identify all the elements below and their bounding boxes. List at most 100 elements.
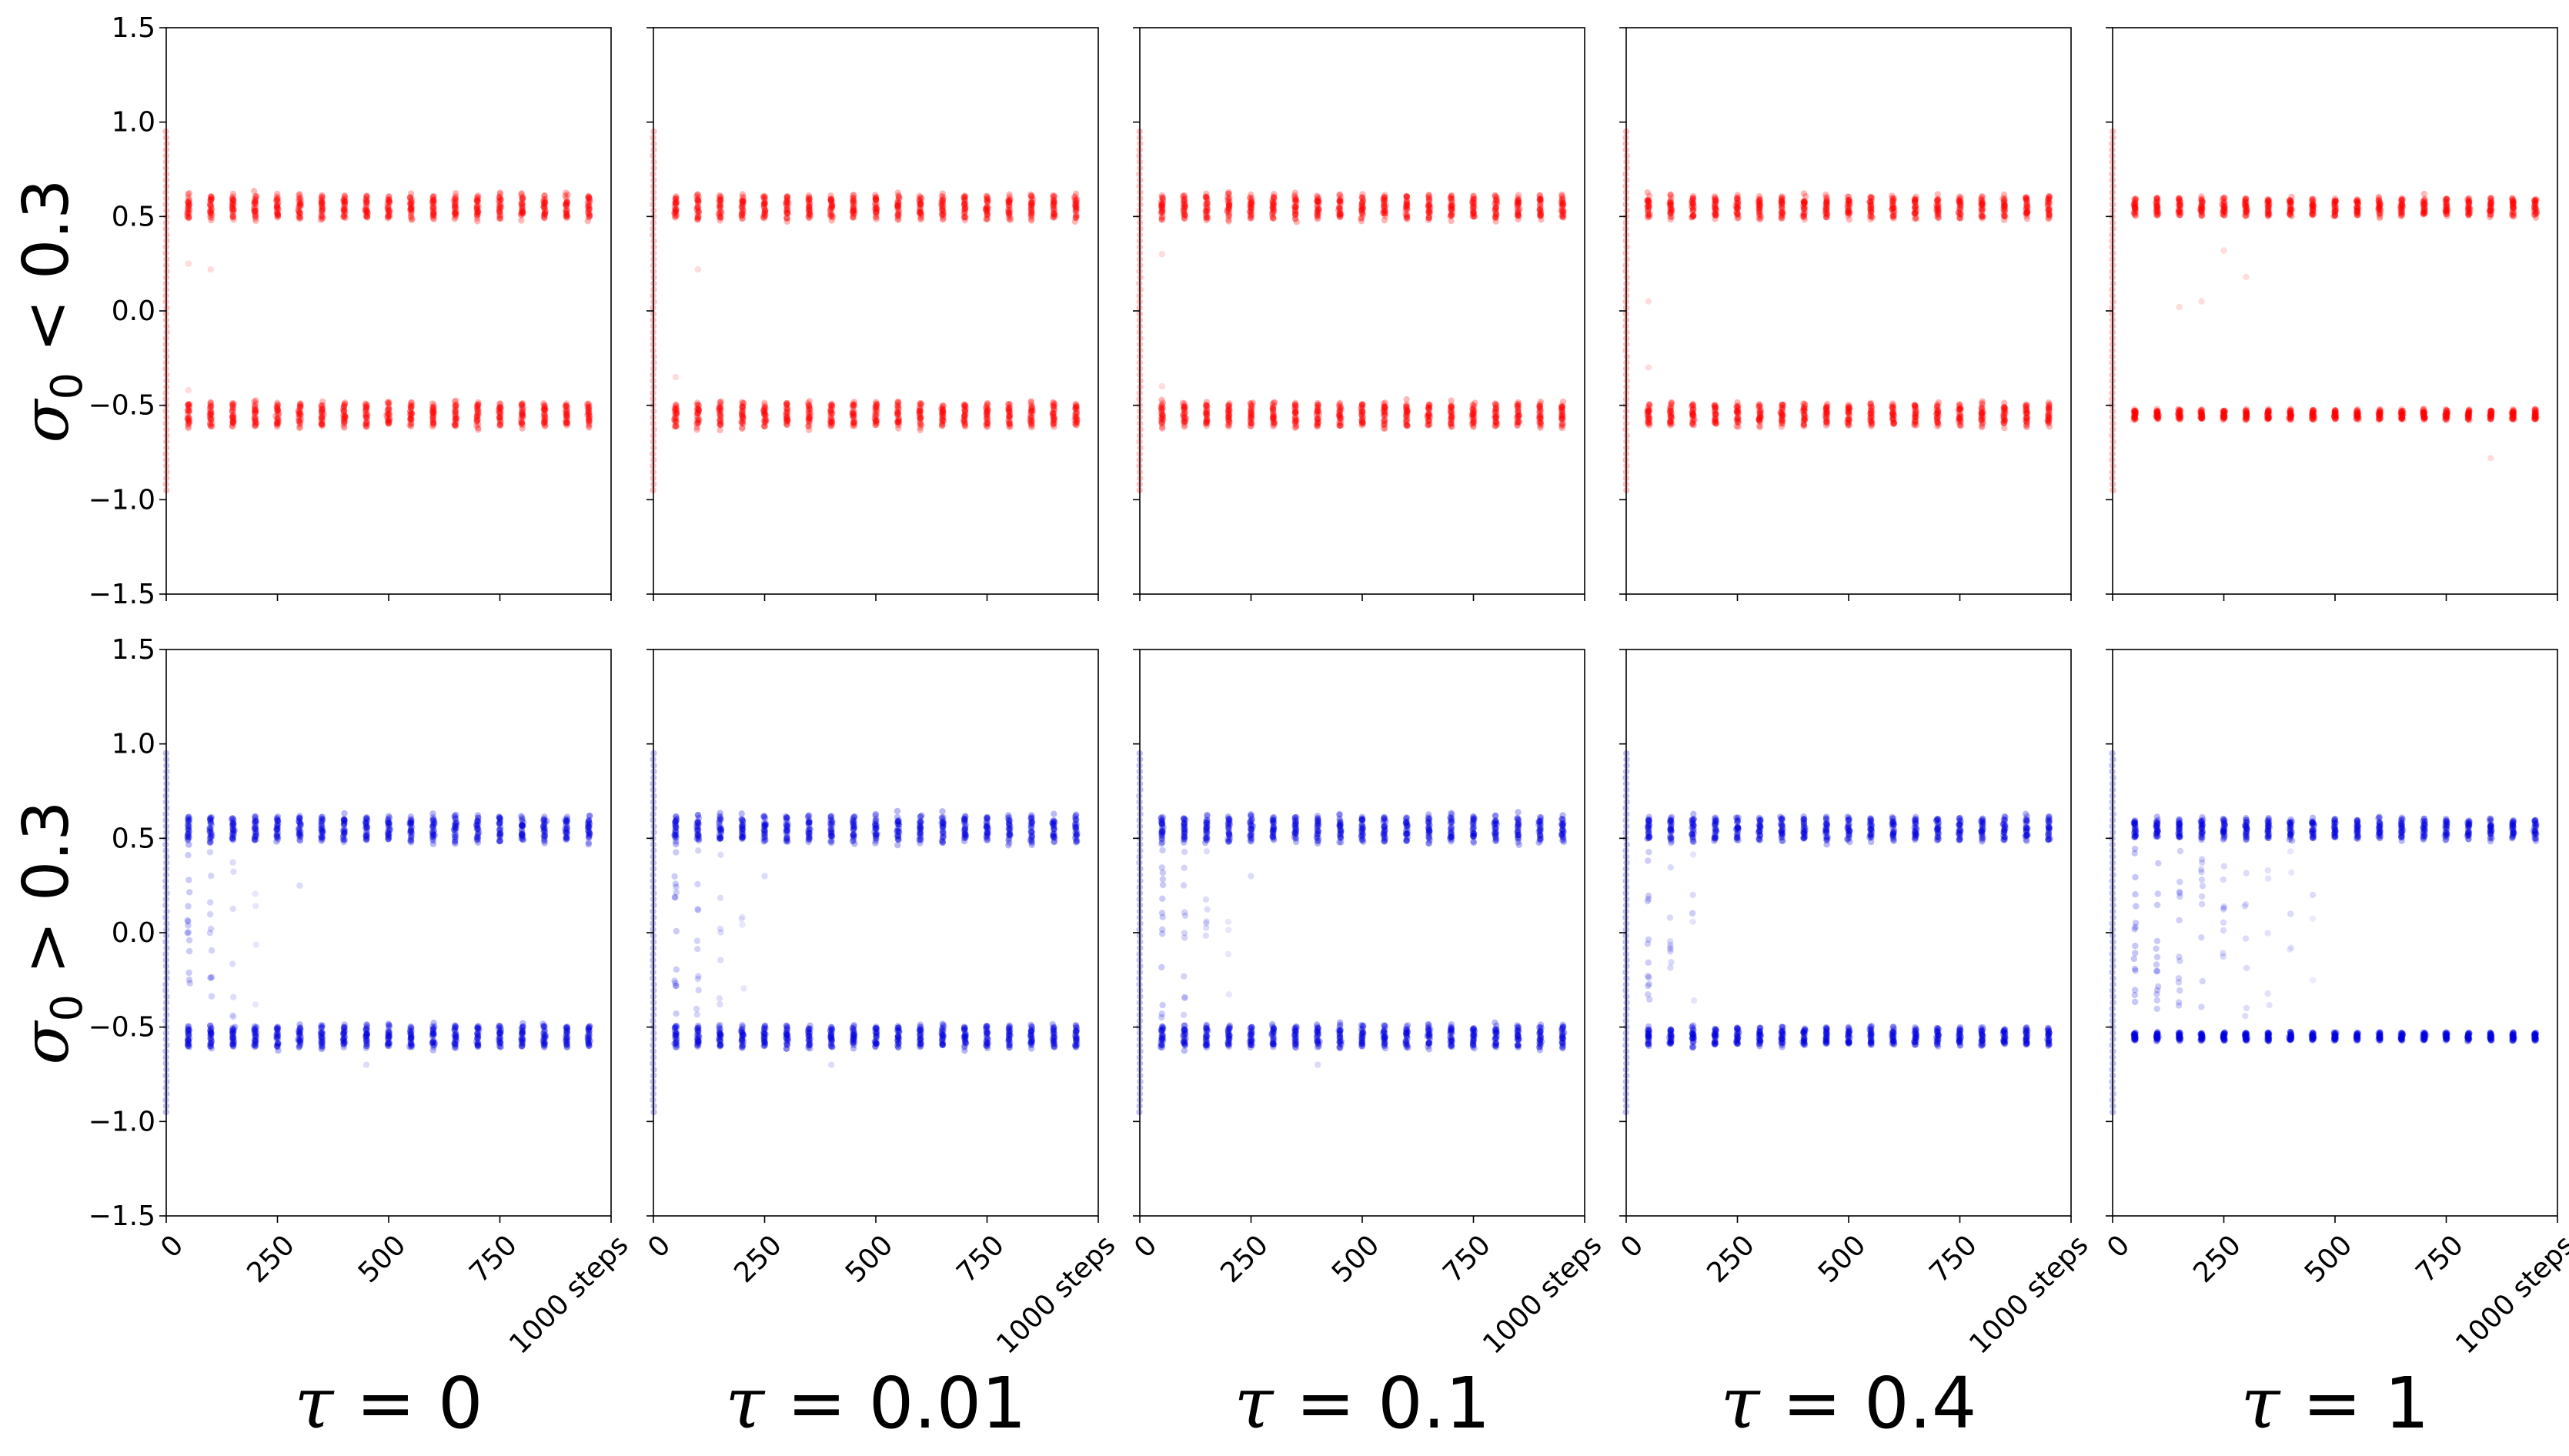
cluster-point: [250, 205, 258, 212]
cluster-point: [1537, 398, 1545, 406]
cluster-point: [296, 213, 303, 220]
cluster-point: [207, 412, 214, 419]
cluster-point: [2221, 407, 2229, 414]
cluster-point: [1779, 193, 1786, 200]
cluster-point: [563, 402, 570, 409]
cluster-point: [230, 216, 237, 223]
cluster-point: [1291, 415, 1299, 422]
cluster-point: [207, 407, 214, 414]
cluster-point: [273, 403, 280, 411]
cluster-point: [1291, 402, 1299, 409]
cluster-point: [362, 404, 370, 411]
y-tick-label: −1.0: [89, 484, 155, 516]
panel-background: [166, 28, 611, 594]
cluster-point: [229, 415, 237, 422]
y-tick-label: 1.0: [112, 107, 155, 139]
cluster-point: [229, 407, 236, 414]
cluster-point: [1203, 194, 1210, 201]
cluster-point: [208, 196, 215, 203]
cluster-point: [1470, 402, 1478, 409]
cluster-point: [1756, 192, 1763, 200]
cluster-point: [274, 416, 281, 422]
cluster-point: [895, 418, 903, 425]
cluster-point: [185, 200, 193, 207]
cluster-point: [1645, 401, 1653, 409]
cluster-point: [229, 419, 237, 426]
cluster-point: [1889, 195, 1897, 202]
cluster-point: [2243, 406, 2250, 412]
cluster-point: [717, 398, 724, 405]
cluster-point: [474, 402, 481, 409]
cluster-point: [252, 400, 259, 407]
cluster-point: [1844, 193, 1851, 200]
cluster-point: [185, 418, 192, 425]
cluster-point: [1492, 401, 1500, 408]
cluster-point: [1822, 191, 1829, 199]
y-tick-label: −1.5: [89, 579, 155, 610]
cluster-point: [2131, 195, 2138, 203]
cluster-point: [1514, 400, 1522, 408]
cluster-point: [230, 416, 237, 424]
cluster-point: [1358, 194, 1366, 201]
cluster-point: [185, 410, 192, 418]
cluster-point: [2045, 399, 2052, 406]
cluster-point: [2354, 406, 2361, 413]
cluster-point: [229, 205, 236, 212]
cluster-point: [207, 422, 214, 429]
cluster-point: [229, 212, 236, 220]
cluster-point: [2153, 406, 2160, 412]
cluster-point: [2221, 194, 2228, 201]
cluster-point: [1358, 402, 1366, 409]
cluster-point: [229, 413, 236, 421]
cluster-point: [1889, 400, 1896, 407]
cluster-point: [586, 424, 593, 431]
cluster-point: [252, 192, 259, 200]
cluster-point: [1226, 400, 1233, 407]
cluster-point: [274, 202, 281, 209]
cluster-point: [273, 203, 281, 211]
cluster-point: [207, 209, 214, 215]
cluster-point: [273, 203, 281, 211]
cluster-point: [208, 409, 215, 416]
cluster-point: [274, 423, 281, 430]
cluster-point: [274, 212, 282, 219]
cluster-point: [297, 202, 305, 209]
cluster-point: [363, 420, 370, 427]
y-tick-label: 1.5: [112, 12, 155, 44]
cluster-point: [184, 406, 192, 413]
cluster-point: [251, 205, 258, 212]
cluster-point: [207, 416, 214, 422]
cluster-point: [208, 193, 215, 200]
cluster-point: [1823, 402, 1830, 409]
cluster-point: [274, 404, 281, 411]
cluster-point: [185, 422, 192, 430]
cluster-point: [408, 399, 416, 406]
cluster-point: [274, 210, 281, 217]
cluster-point: [273, 202, 281, 209]
cluster-point: [207, 196, 215, 203]
cluster-point: [251, 406, 259, 414]
cluster-point: [274, 211, 281, 218]
cluster-point: [1802, 193, 1809, 200]
cluster-point: [252, 409, 259, 416]
cluster-point: [1028, 193, 1035, 200]
cluster-point: [1006, 402, 1014, 409]
cluster-point: [206, 411, 213, 418]
cluster-point: [1448, 404, 1455, 411]
cluster-point: [185, 400, 193, 408]
cluster-point: [296, 198, 302, 205]
cluster-point: [230, 411, 237, 418]
cluster-point: [585, 193, 593, 200]
cluster-point: [230, 206, 237, 213]
cluster-point: [252, 213, 259, 220]
cluster-point: [563, 189, 570, 196]
cluster-point: [207, 421, 214, 428]
cluster-point: [230, 206, 237, 213]
outlier-point: [1645, 298, 1652, 305]
cluster-point: [827, 192, 834, 199]
cluster-point: [251, 199, 258, 205]
outlier-point: [1158, 251, 1166, 258]
cluster-point: [386, 399, 393, 406]
cluster-point: [185, 213, 192, 220]
cluster-point: [230, 400, 237, 407]
